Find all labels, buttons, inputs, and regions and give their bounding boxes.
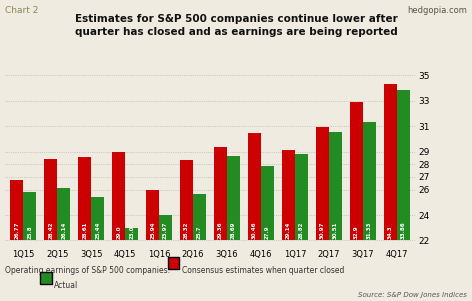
Bar [350,102,363,240]
Text: 25.8: 25.8 [27,225,33,239]
Bar [180,160,193,240]
Bar [329,132,342,240]
Bar [112,152,125,240]
Bar [282,150,295,240]
Bar [24,192,36,240]
Text: Actual: Actual [54,281,78,290]
Text: Consensus estimates when quarter closed: Consensus estimates when quarter closed [182,266,344,275]
Text: 28.69: 28.69 [231,221,236,239]
Bar [363,122,376,240]
Text: 23.97: 23.97 [163,221,168,239]
Bar [57,188,70,240]
Text: 30.51: 30.51 [333,221,338,239]
Text: 28.82: 28.82 [299,221,304,239]
Bar [159,216,172,240]
Bar [193,194,206,240]
Text: 28.61: 28.61 [82,221,87,239]
Bar [261,166,274,240]
Text: 27.9: 27.9 [265,225,270,239]
Bar [78,157,91,240]
Bar [10,180,24,240]
Text: 25.44: 25.44 [95,221,100,239]
Text: 25.7: 25.7 [197,225,202,239]
Text: 34.3: 34.3 [388,225,393,239]
Text: 26.14: 26.14 [61,221,66,239]
Bar [295,154,308,240]
Bar [214,147,227,240]
Text: Chart 2: Chart 2 [5,6,38,15]
Text: Operating earnings of S&P 500 companies:: Operating earnings of S&P 500 companies: [5,266,170,275]
Text: 33.86: 33.86 [401,221,405,239]
Text: Estimates for S&P 500 companies continue lower after
quarter has closed and as e: Estimates for S&P 500 companies continue… [75,14,397,37]
Bar [91,197,104,240]
Bar [248,133,261,240]
Text: 30.46: 30.46 [252,221,257,239]
Text: 32.9: 32.9 [354,225,359,239]
Bar [384,84,396,240]
Bar [125,228,138,240]
Text: 29.14: 29.14 [286,221,291,239]
Text: Source: S&P Dow Jones Indices: Source: S&P Dow Jones Indices [358,292,467,298]
Bar [146,191,159,240]
Text: 30.97: 30.97 [320,221,325,239]
Text: 26.77: 26.77 [15,221,19,239]
Text: 29.36: 29.36 [218,221,223,239]
Bar [44,159,57,240]
Text: 28.32: 28.32 [184,221,189,239]
Text: 31.33: 31.33 [367,221,372,239]
Bar [396,90,410,240]
Text: hedgopia.com: hedgopia.com [407,6,467,15]
Text: 23.0: 23.0 [129,225,134,239]
Text: 29.0: 29.0 [116,225,121,239]
Bar [227,156,240,240]
Text: 28.42: 28.42 [48,221,53,239]
Text: 25.94: 25.94 [150,221,155,239]
Bar [316,127,329,240]
